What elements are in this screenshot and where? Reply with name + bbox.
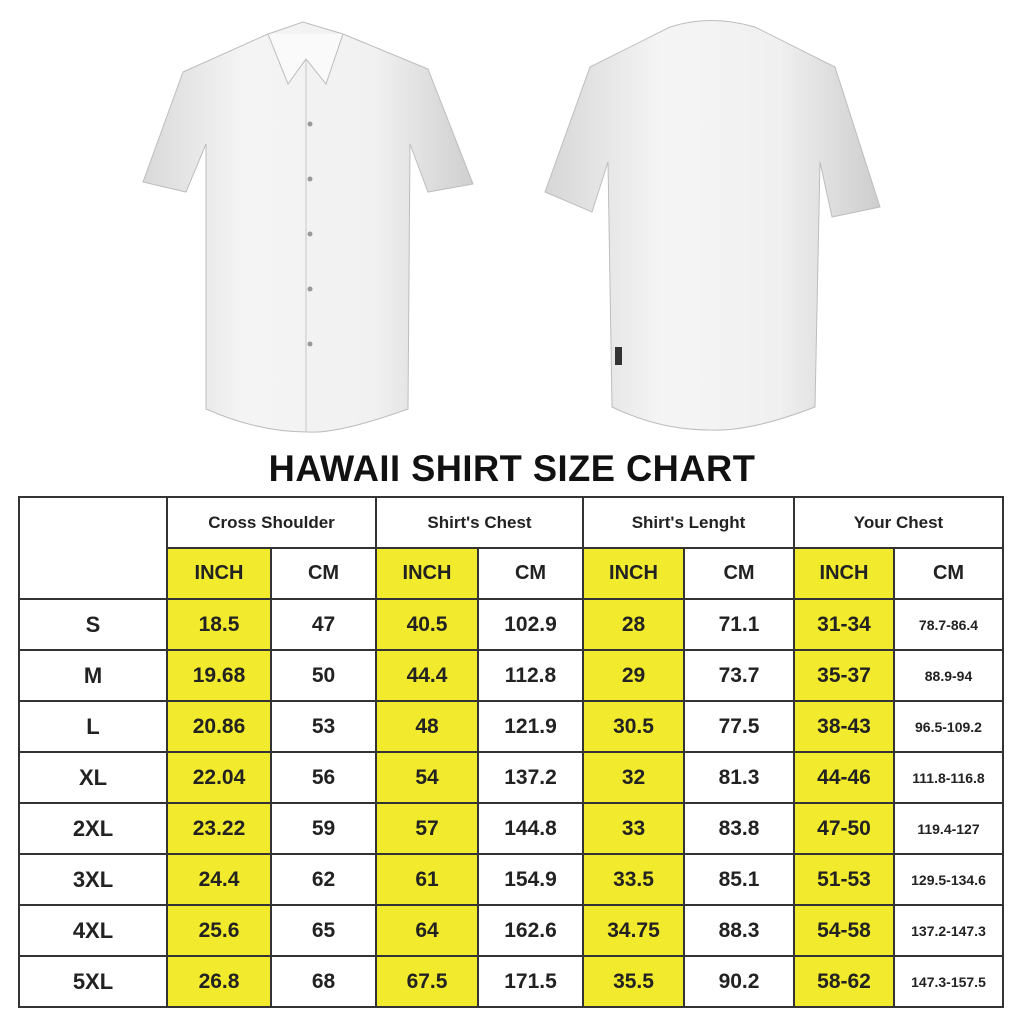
size-label: 5XL (18, 955, 168, 1008)
inch-cell: 19.68 (166, 649, 272, 702)
unit-cm-header: CM (683, 547, 795, 600)
unit-cm-header: CM (270, 547, 377, 600)
cm-cell: 162.6 (477, 904, 584, 957)
inch-cell: 54-58 (793, 904, 895, 957)
inch-cell: 35.5 (582, 955, 685, 1008)
group-header-3: Your Chest (793, 496, 1004, 549)
table-row: 2XL 23.22 59 57 144.8 33 83.8 47-50 119.4-127 (18, 802, 1004, 855)
cm-cell: 85.1 (683, 853, 795, 906)
cm-cell: 102.9 (477, 598, 584, 651)
size-label: XL (18, 751, 168, 804)
cm-cell: 47 (270, 598, 377, 651)
cm-cell: 121.9 (477, 700, 584, 753)
size-label: 2XL (18, 802, 168, 855)
size-label: M (18, 649, 168, 702)
shirt-back-image (544, 20, 881, 431)
unit-inch-header: INCH (166, 547, 272, 600)
cm-cell: 53 (270, 700, 377, 753)
corner-cell (18, 496, 168, 600)
cm-cell: 71.1 (683, 598, 795, 651)
inch-cell: 61 (375, 853, 479, 906)
table-row: 5XL 26.8 68 67.5 171.5 35.5 90.2 58-62 147.3-157… (18, 955, 1004, 1008)
inch-cell: 58-62 (793, 955, 895, 1008)
size-label: 3XL (18, 853, 168, 906)
inch-cell: 33.5 (582, 853, 685, 906)
unit-inch-header: INCH (375, 547, 479, 600)
size-chart-title: HAWAII SHIRT SIZE CHART (268, 448, 756, 489)
cm-cell: 59 (270, 802, 377, 855)
cm-cell: 129.5-134.6 (893, 853, 1004, 906)
group-header-2: Shirt's Lenght (582, 496, 795, 549)
inch-cell: 35-37 (793, 649, 895, 702)
cm-cell: 62 (270, 853, 377, 906)
table-row: XL 22.04 56 54 137.2 32 81.3 44-46 111.8-116.8 (18, 751, 1004, 804)
inch-cell: 64 (375, 904, 479, 957)
unit-cm-header: CM (477, 547, 584, 600)
cm-cell: 154.9 (477, 853, 584, 906)
cm-cell: 137.2-147.3 (893, 904, 1004, 957)
inch-cell: 18.5 (166, 598, 272, 651)
size-label: 4XL (18, 904, 168, 957)
table-row: 3XL 24.4 62 61 154.9 33.5 85.1 51-53 129.5-134.6 (18, 853, 1004, 906)
unit-cm-header: CM (893, 547, 1004, 600)
inch-cell: 24.4 (166, 853, 272, 906)
unit-inch-header: INCH (793, 547, 895, 600)
inch-cell: 30.5 (582, 700, 685, 753)
cm-cell: 90.2 (683, 955, 795, 1008)
inch-cell: 20.86 (166, 700, 272, 753)
inch-cell: 25.6 (166, 904, 272, 957)
size-label: S (18, 598, 168, 651)
unit-header-row: INCH CM INCH CM INCH CM INCH CM (19, 547, 1004, 600)
table-row: S 18.5 47 40.5 102.9 28 71.1 31-34 78.7-86.4 (18, 598, 1004, 651)
size-chart-table: Cross Shoulder Shirt's Chest Shirt's Lengh… (18, 496, 1004, 1008)
cm-cell: 147.3-157.5 (893, 955, 1004, 1008)
inch-cell: 28 (582, 598, 685, 651)
cm-cell: 65 (270, 904, 377, 957)
inch-cell: 44.4 (375, 649, 479, 702)
inch-cell: 32 (582, 751, 685, 804)
cm-cell: 88.9-94 (893, 649, 1004, 702)
unit-inch-header: INCH (582, 547, 685, 600)
inch-cell: 34.75 (582, 904, 685, 957)
cm-cell: 88.3 (683, 904, 795, 957)
inch-cell: 26.8 (166, 955, 272, 1008)
inch-cell: 48 (375, 700, 479, 753)
inch-cell: 44-46 (793, 751, 895, 804)
shirt-front-image (142, 21, 474, 433)
table-row: M 19.68 50 44.4 112.8 29 73.7 35-37 88.9-94 (18, 649, 1004, 702)
group-header-row: Cross Shoulder Shirt's Chest Shirt's Lengh… (18, 496, 1004, 600)
inch-cell: 47-50 (793, 802, 895, 855)
size-label: L (18, 700, 168, 753)
cm-cell: 96.5-109.2 (893, 700, 1004, 753)
inch-cell: 51-53 (793, 853, 895, 906)
table-row: 4XL 25.6 65 64 162.6 34.75 88.3 54-58 137.2-147.… (18, 904, 1004, 957)
cm-cell: 144.8 (477, 802, 584, 855)
inch-cell: 57 (375, 802, 479, 855)
cm-cell: 171.5 (477, 955, 584, 1008)
inch-cell: 29 (582, 649, 685, 702)
inch-cell: 33 (582, 802, 685, 855)
cm-cell: 50 (270, 649, 377, 702)
cm-cell: 112.8 (477, 649, 584, 702)
group-header-1: Shirt's Chest (375, 496, 584, 549)
inch-cell: 67.5 (375, 955, 479, 1008)
inch-cell: 40.5 (375, 598, 479, 651)
cm-cell: 68 (270, 955, 377, 1008)
inch-cell: 38-43 (793, 700, 895, 753)
table-row: L 20.86 53 48 121.9 30.5 77.5 38-43 96.5-109.2 (18, 700, 1004, 753)
inch-cell: 54 (375, 751, 479, 804)
cm-cell: 119.4-127 (893, 802, 1004, 855)
cm-cell: 137.2 (477, 751, 584, 804)
group-header-0: Cross Shoulder (166, 496, 377, 549)
cm-cell: 77.5 (683, 700, 795, 753)
cm-cell: 78.7-86.4 (893, 598, 1004, 651)
cm-cell: 73.7 (683, 649, 795, 702)
cm-cell: 111.8-116.8 (893, 751, 1004, 804)
cm-cell: 81.3 (683, 751, 795, 804)
inch-cell: 23.22 (166, 802, 272, 855)
cm-cell: 56 (270, 751, 377, 804)
inch-cell: 31-34 (793, 598, 895, 651)
cm-cell: 83.8 (683, 802, 795, 855)
inch-cell: 22.04 (166, 751, 272, 804)
